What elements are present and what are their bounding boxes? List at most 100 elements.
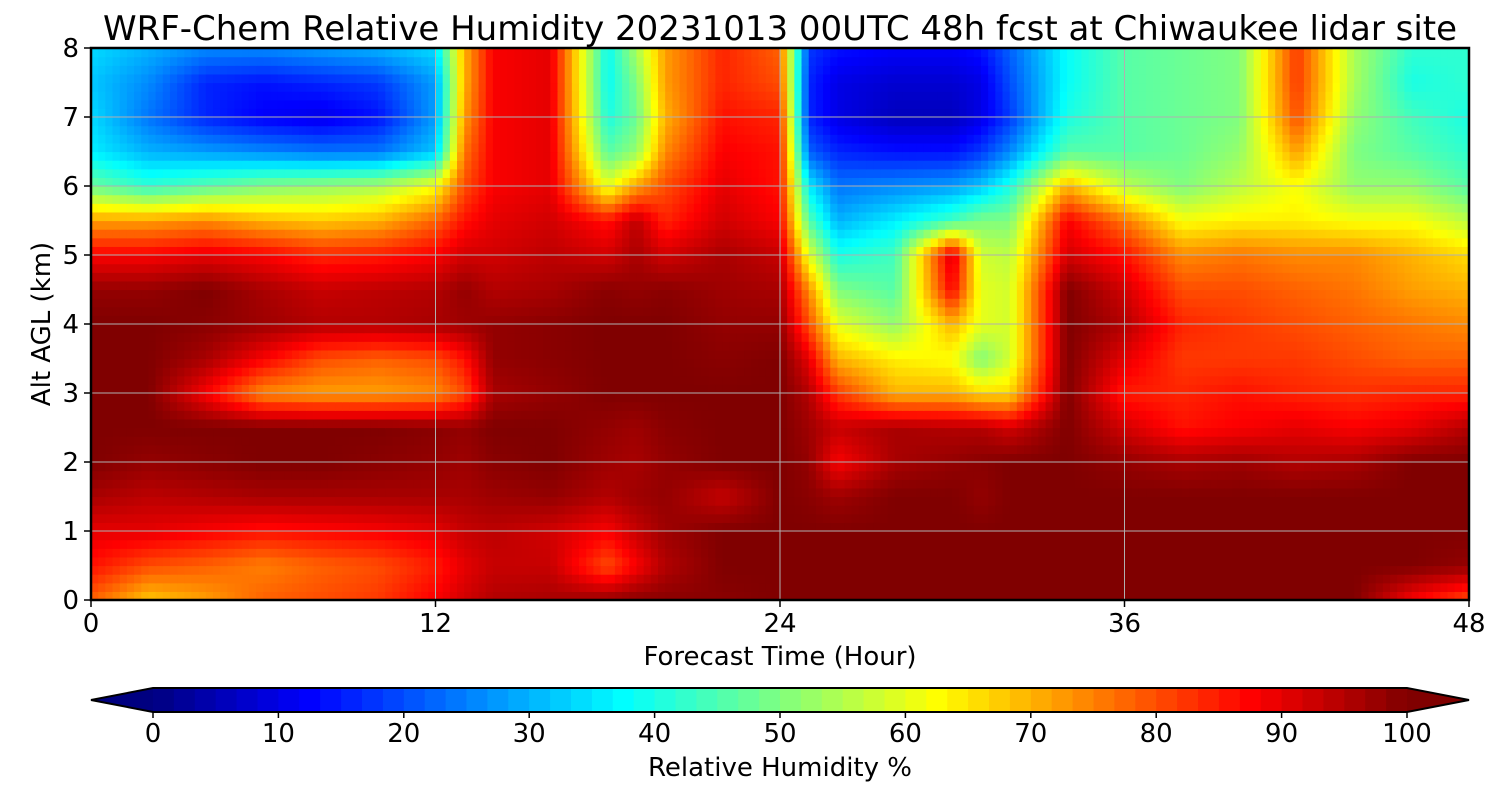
heatmap-cell [672, 565, 681, 575]
heatmap-cell [213, 401, 221, 411]
heatmap-cell [241, 453, 250, 463]
heatmap-cell [772, 539, 781, 549]
heatmap-cell [736, 522, 745, 532]
heatmap-cell [1411, 444, 1420, 454]
heatmap-cell [701, 375, 709, 385]
heatmap-cell [894, 539, 903, 549]
heatmap-cell [1296, 384, 1305, 394]
heatmap-cell [744, 418, 752, 429]
heatmap-cell [1239, 462, 1248, 472]
heatmap-cell [980, 582, 989, 592]
heatmap-cell [1275, 548, 1283, 558]
heatmap-cell [622, 574, 630, 584]
heatmap-cell [550, 479, 559, 489]
heatmap-cell [722, 582, 731, 592]
heatmap-cell [1067, 513, 1075, 523]
heatmap-cell [1296, 574, 1305, 584]
heatmap-cell [134, 418, 142, 429]
heatmap-cell [937, 539, 946, 549]
heatmap-cell [801, 462, 810, 472]
heatmap-cell [191, 531, 200, 541]
heatmap-cell [823, 436, 831, 446]
heatmap-cell [1311, 531, 1319, 541]
heatmap-cell [1160, 565, 1169, 575]
heatmap-cell [406, 427, 415, 437]
heatmap-cell [1282, 531, 1291, 541]
heatmap-cell [457, 531, 465, 541]
heatmap-cell [1454, 436, 1463, 446]
heatmap-cell [370, 462, 379, 472]
heatmap-cell [1339, 470, 1348, 480]
heatmap-cell [959, 462, 968, 472]
heatmap-cell [162, 505, 171, 515]
heatmap-cell [485, 513, 494, 523]
heatmap-cell [1296, 418, 1305, 429]
heatmap-cell [205, 462, 214, 472]
heatmap-cell [1146, 453, 1154, 463]
heatmap-cell [241, 496, 250, 506]
heatmap-cell [1275, 574, 1283, 584]
heatmap-cell [1102, 505, 1111, 515]
heatmap-cell [837, 539, 846, 549]
heatmap-cell [241, 470, 250, 480]
heatmap-cell [449, 384, 458, 394]
heatmap-cell [657, 384, 666, 394]
heatmap-cell [514, 462, 523, 472]
heatmap-cell [1239, 401, 1248, 411]
heatmap-cell [169, 531, 178, 541]
heatmap-cell [1074, 384, 1083, 394]
heatmap-cell [622, 410, 630, 420]
heatmap-cell [557, 375, 566, 385]
heatmap-cell [665, 418, 673, 429]
heatmap-cell [1203, 436, 1212, 446]
heatmap-cell [1346, 470, 1355, 480]
heatmap-cell [1390, 565, 1398, 575]
heatmap-cell [1002, 462, 1011, 472]
heatmap-cell [715, 582, 724, 592]
heatmap-cell [909, 418, 917, 429]
heatmap-cell [622, 470, 630, 480]
heatmap-cell [1074, 548, 1083, 558]
heatmap-cell [679, 375, 688, 385]
heatmap-cell [1088, 444, 1097, 454]
heatmap-cell [1447, 591, 1456, 600]
heatmap-cell [464, 591, 472, 600]
heatmap-cell [457, 410, 465, 420]
heatmap-cell [600, 556, 609, 567]
heatmap-cell [91, 505, 99, 515]
heatmap-cell [1382, 539, 1391, 549]
heatmap-cell [1318, 427, 1327, 437]
heatmap-cell [1246, 531, 1255, 541]
heatmap-cell [413, 565, 422, 575]
heatmap-cell [1117, 453, 1126, 463]
heatmap-cell [1067, 470, 1075, 480]
heatmap-cell [313, 487, 322, 498]
heatmap-cell [1052, 393, 1061, 403]
heatmap-cell [169, 427, 178, 437]
heatmap-cell [830, 410, 839, 420]
heatmap-cell [780, 384, 788, 394]
heatmap-cell [471, 505, 480, 515]
heatmap-cell [1009, 427, 1018, 437]
heatmap-cell [514, 539, 523, 549]
heatmap-cell [327, 582, 336, 592]
heatmap-cell [313, 393, 322, 403]
heatmap-cell [1088, 522, 1097, 532]
heatmap-cell [256, 384, 264, 394]
heatmap-cell [1052, 505, 1061, 515]
heatmap-cell [672, 401, 681, 411]
heatmap-cell [751, 393, 760, 403]
heatmap-cell [1102, 436, 1111, 446]
heatmap-cell [464, 582, 472, 592]
heatmap-cell [457, 513, 465, 523]
heatmap-cell [112, 496, 121, 506]
heatmap-cell [1181, 565, 1190, 575]
heatmap-cell [622, 496, 630, 506]
heatmap-cell [220, 418, 228, 429]
heatmap-cell [177, 444, 185, 454]
heatmap-cell [162, 565, 171, 575]
heatmap-cell [543, 522, 551, 532]
heatmap-cell [349, 565, 358, 575]
heatmap-cell [435, 462, 444, 472]
heatmap-cell [205, 539, 214, 549]
